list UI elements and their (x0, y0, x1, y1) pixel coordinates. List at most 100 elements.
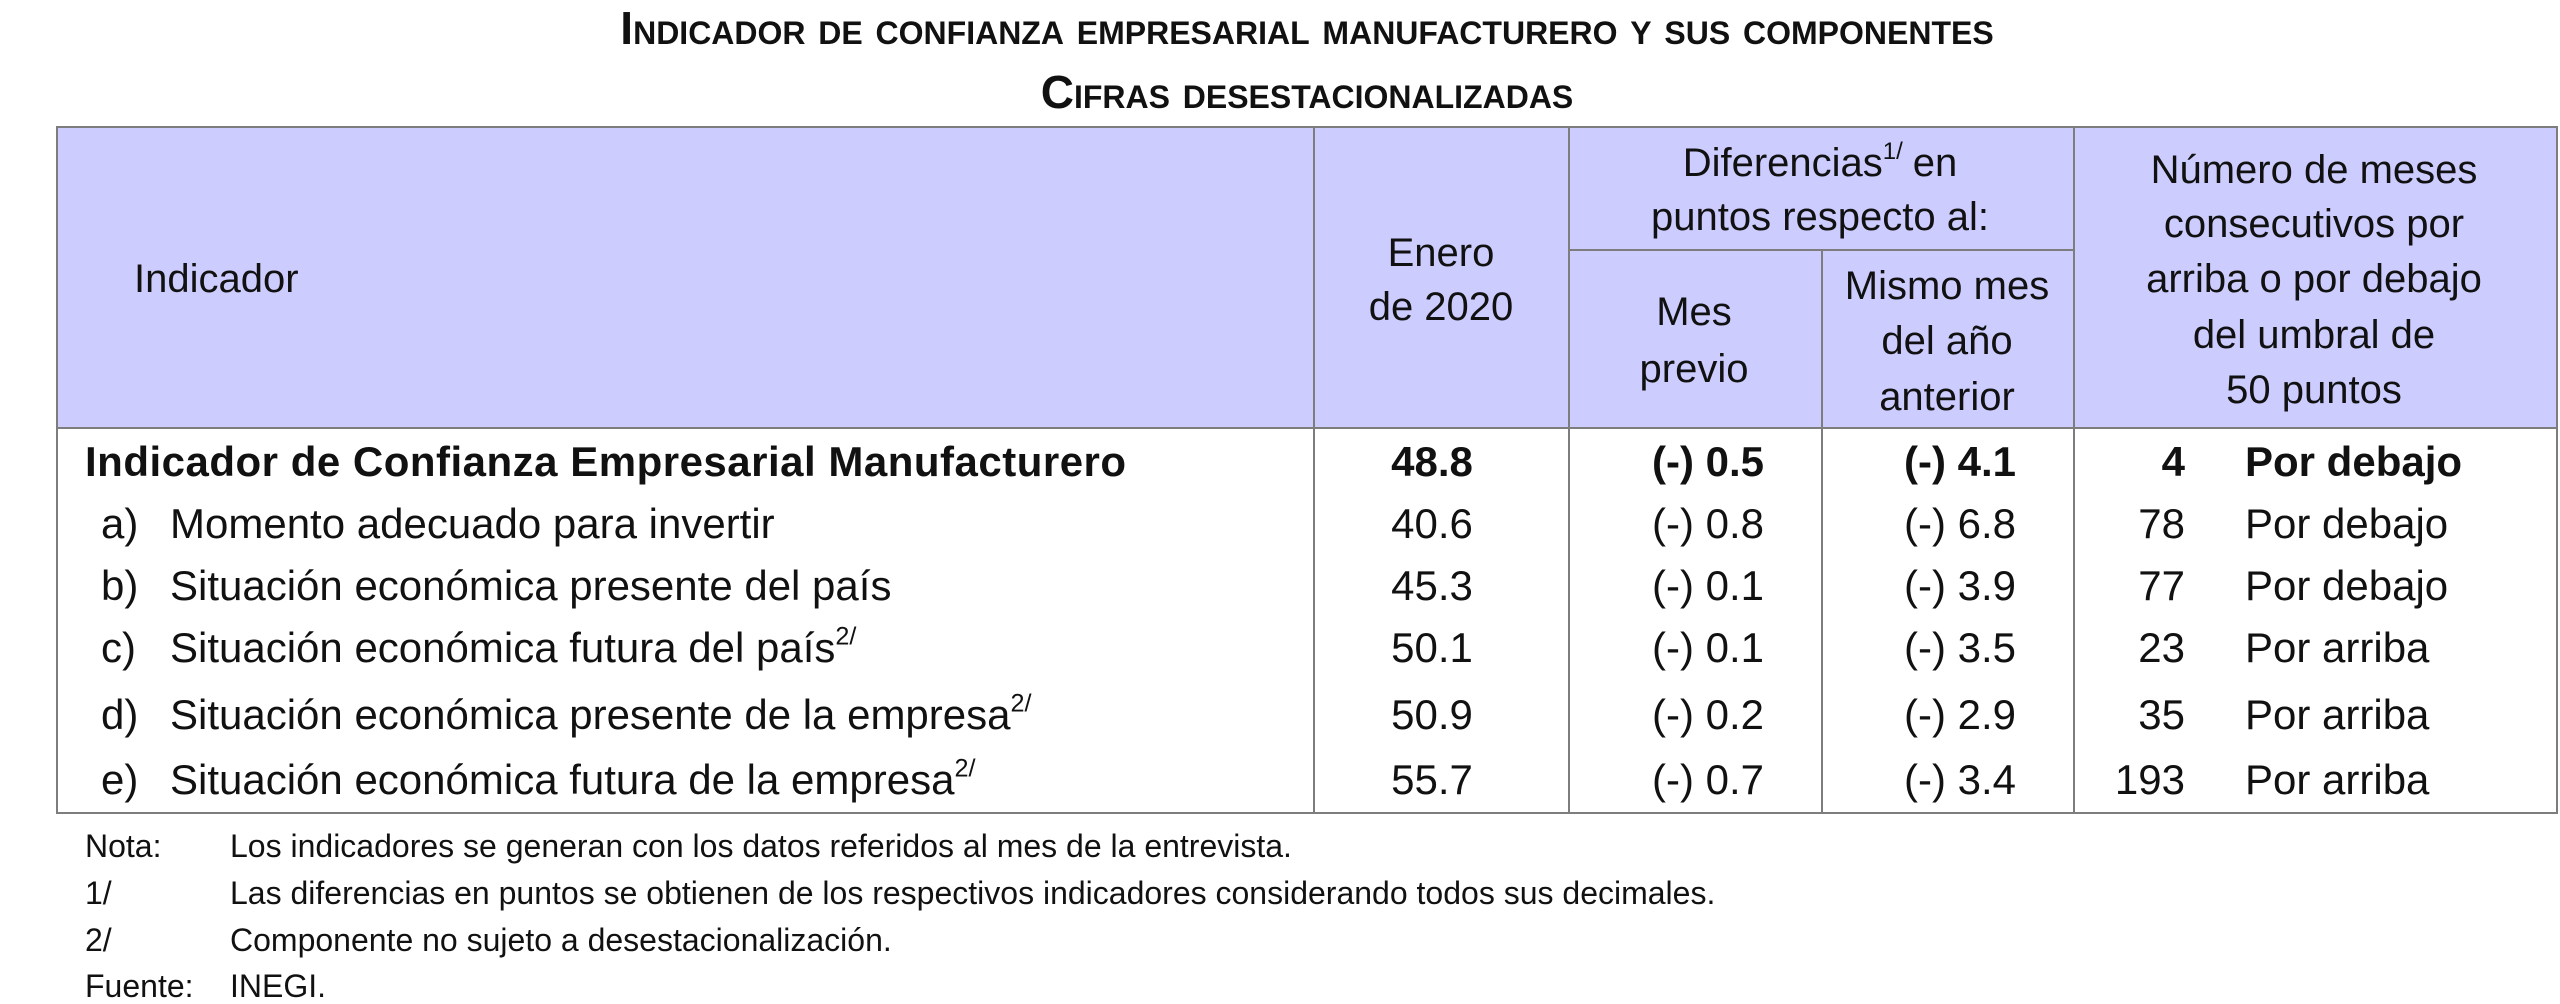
cell-value: (-) 3.4 (1904, 759, 2016, 801)
column-header: arriba o por debajo (2146, 259, 2482, 299)
note-text-text: Los indicadores se generan con los datos… (230, 828, 1292, 864)
row-prefix-text: e) (101, 756, 139, 803)
note-label: 2/ (85, 924, 112, 956)
cell-value: 35 (2138, 694, 2185, 736)
column-header-text: Número de meses (2150, 148, 2478, 192)
row-label-text: Situación económica presente del país (170, 562, 892, 609)
row-prefix: a) (101, 503, 138, 545)
cell-value-text: 50.9 (1391, 691, 1473, 738)
column-header: del umbral de (2193, 315, 2435, 355)
column-header-text: Diferencias (1682, 141, 1883, 185)
row-prefix: c) (101, 627, 136, 669)
border (56, 812, 2558, 814)
cell-value-text: (-) 2.9 (1903, 691, 2017, 738)
row-label: Situación económica presente del país (170, 565, 891, 607)
cell-value-text: Por arriba (2245, 624, 2430, 671)
cell-value: 48.8 (1391, 441, 1473, 483)
cell-value-text: (-) 0.5 (1651, 438, 1765, 485)
cell-value-text: 50.1 (1391, 624, 1473, 671)
cell-value-text: 193 (2114, 756, 2185, 803)
cell-value-text: 45.3 (1391, 562, 1473, 609)
column-header-text: consecutivos por (2163, 202, 2465, 246)
cell-value-text: (-) 3.5 (1903, 624, 2017, 671)
superscript: 2/ (1010, 689, 1032, 718)
title: Indicador de confianza empresarial manuf… (620, 5, 1993, 51)
row-label: Indicador de Confianza Empresarial Manuf… (85, 441, 1127, 483)
column-header: previo (1640, 349, 1749, 389)
cell-value: (-) 0.1 (1652, 627, 1764, 669)
note-label-text: 1/ (85, 875, 112, 911)
note-label-text: Nota: (85, 828, 162, 864)
cell-value-text: 4 (2161, 438, 2185, 485)
row-prefix-text: b) (101, 562, 139, 609)
border (1821, 249, 1823, 814)
column-header-text: del año (1881, 319, 2013, 363)
cell-value-text: 40.6 (1391, 500, 1473, 547)
note-text: Las diferencias en puntos se obtienen de… (230, 877, 1715, 909)
cell-value-text: 35 (2138, 691, 2185, 738)
column-header: Mismo mes (1845, 266, 2049, 306)
cell-value: (-) 0.5 (1652, 441, 1764, 483)
column-header: Número de meses (2151, 150, 2478, 190)
cell-value: 193 (2115, 759, 2185, 801)
border (1313, 126, 1315, 814)
note-text-text: Las diferencias en puntos se obtienen de… (230, 875, 1716, 911)
cell-value: (-) 0.8 (1652, 503, 1764, 545)
row-label-text: Situación económica presente de la empre… (170, 691, 1011, 738)
cell-value: (-) 3.9 (1904, 565, 2016, 607)
note-text: INEGI. (230, 970, 326, 1002)
cell-value-text: Por debajo (2245, 562, 2449, 609)
cell-value: 40.6 (1391, 503, 1473, 545)
cell-value-text: 23 (2138, 624, 2185, 671)
cell-value-text: (-) 0.7 (1651, 756, 1765, 803)
cell-value-text: (-) 0.1 (1651, 562, 1765, 609)
note-text: Componente no sujeto a desestacionalizac… (230, 924, 892, 956)
row-prefix: e) (101, 759, 138, 801)
cell-value: (-) 2.9 (1904, 694, 2016, 736)
column-header: anterior (1879, 377, 2015, 417)
note-text: Los indicadores se generan con los datos… (230, 830, 1292, 862)
cell-value-text: Por arriba (2245, 756, 2430, 803)
cell-value: 4 (2162, 441, 2185, 483)
cell-value: 78 (2138, 503, 2185, 545)
cell-value: (-) 0.2 (1652, 694, 1764, 736)
cell-value: 50.1 (1391, 627, 1473, 669)
column-header: Mes (1656, 292, 1732, 332)
border (2556, 126, 2558, 814)
note-label: Fuente: (85, 970, 194, 1002)
row-label-text: Situación económica futura de la empresa (170, 756, 955, 803)
cell-value: 77 (2138, 565, 2185, 607)
cell-value: (-) 0.1 (1652, 565, 1764, 607)
title-text: Indicador de confianza empresarial manuf… (620, 2, 1994, 54)
cell-value-text: (-) 0.1 (1651, 624, 1765, 671)
column-header-text: Enero (1387, 231, 1495, 275)
cell-value: Por debajo (2245, 441, 2462, 483)
cell-value: Por arriba (2245, 759, 2429, 801)
cell-value: (-) 6.8 (1904, 503, 2016, 545)
cell-value: 45.3 (1391, 565, 1473, 607)
column-header: de 2020 (1369, 287, 1514, 327)
column-header-text: 50 puntos (2226, 368, 2402, 412)
column-header-text: de 2020 (1368, 285, 1514, 329)
column-header: puntos respecto al: (1651, 197, 1989, 237)
note-text-text: Componente no sujeto a desestacionalizac… (230, 922, 892, 958)
note-label-text: Fuente: (85, 968, 194, 1004)
cell-value-text: 77 (2138, 562, 2185, 609)
row-label: Situación económica futura de la empresa… (170, 756, 975, 803)
border (2073, 126, 2075, 814)
cell-value: (-) 0.7 (1652, 759, 1764, 801)
cell-value: 50.9 (1391, 694, 1473, 736)
column-header-text: anterior (1879, 375, 2015, 419)
border (1568, 126, 1570, 814)
border (56, 126, 2558, 128)
cell-value-text: (-) 4.1 (1903, 438, 2017, 485)
cell-value-text: 78 (2138, 500, 2185, 547)
note-text-text: INEGI. (230, 968, 327, 1004)
cell-value: (-) 3.5 (1904, 627, 2016, 669)
subtitle-text: Cifras desestacionalizadas (1040, 66, 1574, 118)
superscript: 2/ (835, 622, 857, 651)
row-label-text: Momento adecuado para invertir (170, 500, 775, 547)
column-header: del año (1881, 321, 2012, 361)
cell-value-text: (-) 3.9 (1903, 562, 2017, 609)
